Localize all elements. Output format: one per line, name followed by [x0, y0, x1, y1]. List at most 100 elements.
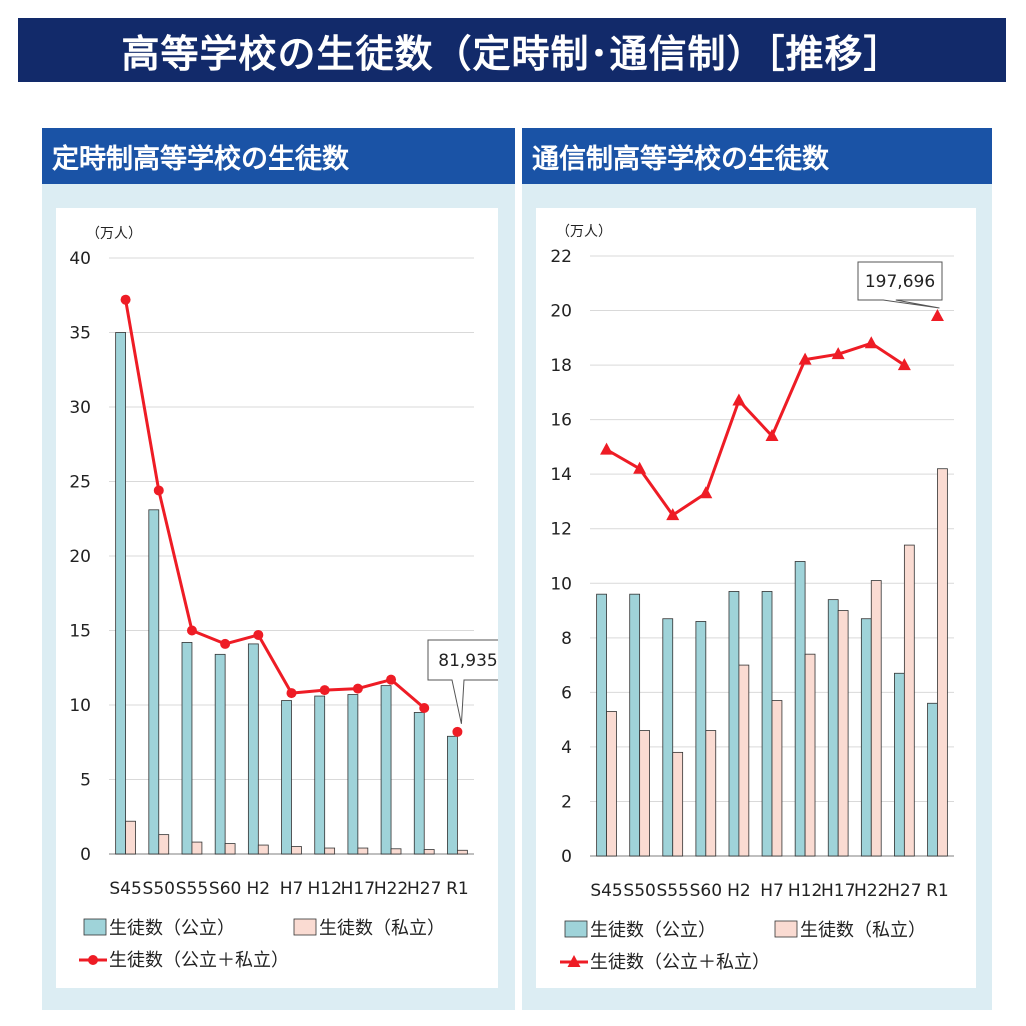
bar-public	[380, 685, 392, 855]
x-tick-label: H7	[280, 879, 304, 899]
y-axis-unit: （万人）	[556, 224, 612, 240]
bar-public	[927, 702, 938, 857]
x-tick-label: S50	[143, 879, 175, 899]
bar-public	[695, 621, 707, 857]
bar-public	[314, 695, 326, 855]
callout-box	[857, 261, 943, 309]
total-point	[153, 485, 164, 496]
bar-private	[357, 847, 369, 855]
chart-area: （万人） 0 5 10 15 20 25 30 35 40 S45 S50 S55 S60 H2 H7 H12 H…	[56, 208, 509, 988]
total-line	[124, 299, 426, 710]
total-point	[666, 508, 680, 521]
x-tick-label: S55	[657, 881, 689, 901]
total-point	[186, 625, 197, 636]
bar-public	[281, 700, 292, 855]
y-tick-label: 20	[550, 302, 572, 322]
panel-tsushinsei: 通信制高等学校の生徒数 （万人） 0 2 4 6 8 10 12 14 16 18 20 22 S45 S5…	[522, 128, 992, 1010]
bar-public	[794, 561, 806, 857]
y-tick-label: 20	[69, 547, 91, 567]
legend-swatch-private	[774, 920, 798, 938]
total-point	[897, 358, 911, 371]
legend-label-private: 生徒数（私立）	[319, 918, 445, 939]
y-tick-label: 25	[69, 473, 91, 493]
y-tick-label: 16	[550, 411, 572, 431]
total-point	[699, 486, 713, 499]
y-tick-label: 18	[550, 356, 572, 376]
total-point	[930, 309, 944, 321]
y-tick-label: 10	[550, 574, 572, 594]
y-tick-label: 5	[80, 771, 91, 791]
total-point	[765, 429, 779, 441]
bar-private	[191, 841, 203, 855]
x-tick-label: H27	[887, 881, 921, 901]
bar-private	[738, 664, 750, 857]
bar-public	[447, 735, 458, 855]
y-tick-label: 6	[561, 683, 572, 703]
callout-label: 81,935	[438, 651, 497, 671]
page-title: 高等学校の生徒数（定時制･通信制）［推移］	[18, 18, 1006, 82]
legend-swatch-public	[83, 918, 107, 936]
bar-private	[672, 751, 684, 857]
bar-private	[937, 468, 948, 857]
panel-teijisei: 定時制高等学校の生徒数 （万人） 0 5 10 15 20 25 30 35 40 S45 S50 S5…	[42, 128, 515, 1010]
bar-private	[423, 849, 435, 855]
x-tick-label: S45	[109, 879, 141, 899]
y-tick-label: 10	[69, 696, 91, 716]
legend-label-private: 生徒数（私立）	[800, 920, 926, 941]
total-point	[798, 352, 812, 365]
bar-private	[606, 711, 617, 857]
total-point	[732, 393, 746, 406]
legend-swatch-private	[293, 918, 317, 936]
x-tick-label: S60	[209, 879, 241, 899]
bar-public	[662, 618, 674, 857]
bar-public	[148, 509, 160, 855]
bar-public	[181, 642, 193, 855]
total-point	[864, 336, 878, 349]
bar-public	[596, 593, 607, 857]
callout-label: 197,696	[865, 272, 935, 292]
x-tick-label: H17	[821, 881, 855, 901]
y-tick-label: 8	[561, 629, 572, 649]
x-tick-label: H2	[727, 881, 751, 901]
y-tick-label: 30	[69, 398, 91, 418]
total-point	[120, 294, 131, 305]
total-point	[452, 726, 463, 737]
bar-public	[247, 643, 259, 855]
legend-label-total: 生徒数（公立＋私立）	[590, 952, 770, 973]
legend-label-public: 生徒数（公立）	[109, 918, 235, 939]
bar-public	[347, 694, 359, 855]
x-tick-label: H12	[307, 879, 341, 899]
bar-public	[115, 332, 126, 855]
x-tick-label: H17	[341, 879, 375, 899]
bar-public	[413, 712, 425, 855]
y-tick-label: 15	[69, 622, 91, 642]
y-tick-label: 0	[561, 847, 572, 867]
bar-private	[705, 730, 717, 857]
bar-private	[639, 730, 650, 857]
total-point	[253, 629, 264, 640]
x-tick-label: H22	[854, 881, 888, 901]
legend-label-public: 生徒数（公立）	[590, 920, 716, 941]
bar-private	[837, 610, 849, 857]
total-point	[600, 442, 614, 455]
total-point	[220, 638, 231, 649]
x-tick-label: R1	[926, 881, 949, 901]
total-point	[419, 702, 430, 713]
legend-marker-total	[88, 955, 98, 965]
y-tick-label: 4	[561, 738, 572, 758]
x-tick-label: S60	[690, 881, 722, 901]
bar-private	[324, 847, 336, 855]
x-tick-label: S55	[176, 879, 208, 899]
x-tick-label: R1	[446, 879, 469, 899]
bar-private	[903, 544, 915, 857]
legend-marker-total	[567, 955, 581, 967]
total-line	[605, 341, 906, 517]
y-tick-label: 0	[80, 845, 91, 865]
legend-swatch-public	[564, 920, 588, 938]
y-tick-label: 22	[550, 247, 572, 267]
total-point	[633, 461, 647, 474]
bar-private	[158, 834, 170, 855]
bar-public	[629, 593, 641, 857]
